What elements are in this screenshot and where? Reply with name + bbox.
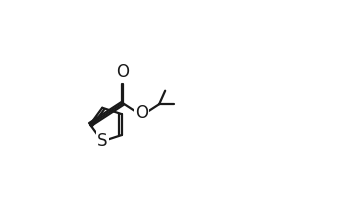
Text: O: O [116, 63, 129, 81]
Text: S: S [97, 132, 107, 150]
Text: O: O [135, 104, 148, 122]
